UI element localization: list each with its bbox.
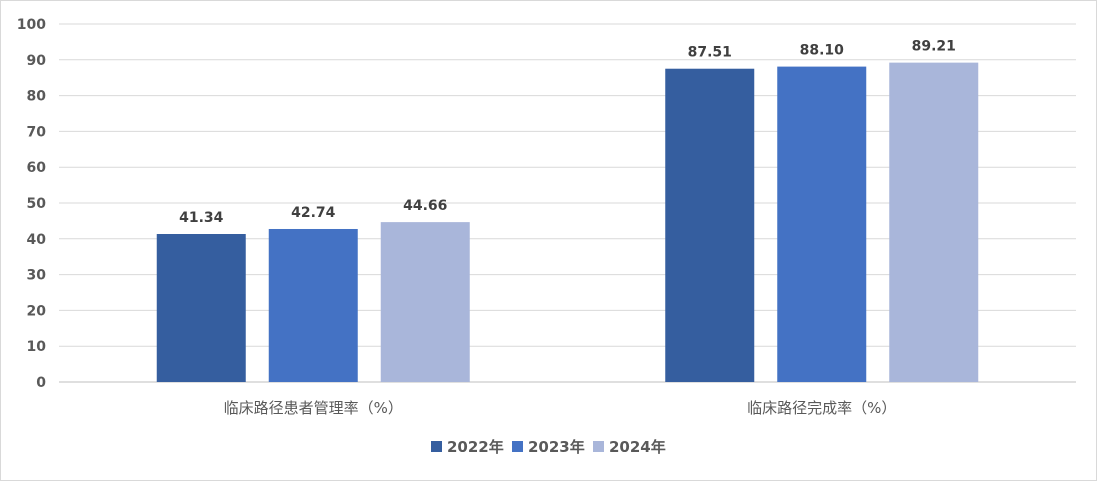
legend-label: 2023年: [528, 438, 585, 456]
legend-swatch: [431, 441, 442, 452]
y-tick-label: 20: [27, 303, 47, 319]
y-tick-label: 10: [27, 339, 47, 355]
y-tick-label: 30: [27, 268, 47, 284]
y-tick-label: 40: [27, 232, 47, 248]
data-label: 87.51: [688, 45, 732, 61]
legend-label: 2024年: [609, 438, 666, 456]
bar: [380, 222, 470, 382]
data-label: 42.74: [291, 205, 336, 221]
data-label: 41.34: [179, 210, 224, 226]
data-label: 89.21: [912, 39, 956, 55]
bar: [777, 66, 867, 383]
y-tick-label: 100: [17, 17, 46, 33]
bar: [889, 62, 979, 382]
legend-swatch: [512, 441, 523, 452]
bar: [268, 228, 358, 382]
y-tick-label: 80: [27, 89, 47, 105]
x-category-label: 临床路径完成率（%）: [747, 399, 896, 417]
bar: [156, 234, 246, 382]
y-tick-label: 60: [27, 160, 47, 176]
data-label: 88.10: [800, 43, 845, 59]
y-tick-label: 50: [27, 196, 47, 212]
y-tick-label: 0: [36, 375, 46, 391]
legend-swatch: [593, 441, 604, 452]
data-label: 44.66: [403, 198, 447, 214]
y-tick-label: 90: [27, 53, 47, 69]
x-category-label: 临床路径患者管理率（%）: [224, 399, 403, 417]
bar: [665, 68, 755, 382]
legend-label: 2022年: [447, 438, 504, 456]
y-tick-label: 70: [27, 124, 47, 140]
